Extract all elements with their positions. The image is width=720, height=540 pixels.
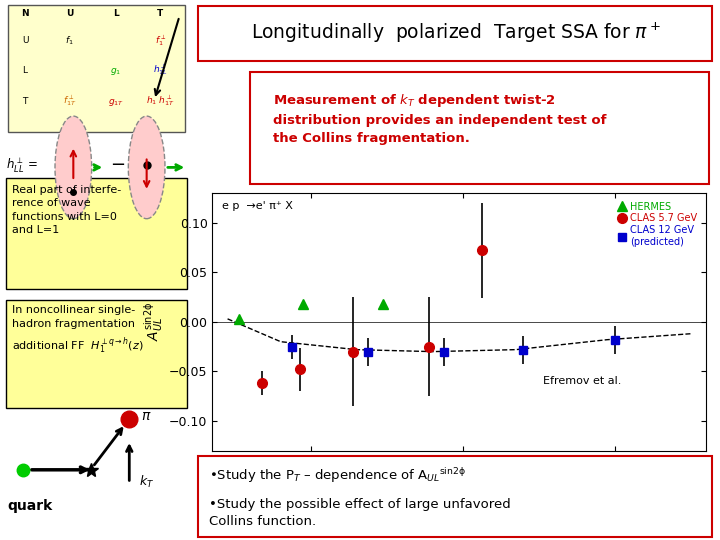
Text: Efremov et al.: Efremov et al.	[543, 376, 621, 386]
Text: −: −	[110, 156, 125, 174]
FancyBboxPatch shape	[250, 72, 709, 184]
FancyBboxPatch shape	[8, 5, 185, 132]
Text: Longitudinally  polarized  Target SSA for $\pi^+$: Longitudinally polarized Target SSA for …	[251, 21, 662, 45]
Text: $g_1$: $g_1$	[110, 66, 122, 77]
Text: T: T	[157, 9, 163, 18]
Text: $h_{1L}^\perp$: $h_{1L}^\perp$	[153, 63, 168, 77]
Text: Real part of interfe-
rence of wave
functions with L=0
and L=1: Real part of interfe- rence of wave func…	[12, 185, 121, 235]
Text: $\pi$: $\pi$	[141, 409, 151, 423]
Text: •Study the P$_T$ – dependence of A$_{UL}$$^{\rm sin2\phi}$: •Study the P$_T$ – dependence of A$_{UL}…	[209, 465, 466, 484]
Text: $h_1$ $h_{1T}^\perp$: $h_1$ $h_{1T}^\perp$	[145, 93, 174, 108]
Text: L: L	[22, 66, 27, 75]
Text: $h_{LL}^{\perp}$ =: $h_{LL}^{\perp}$ =	[6, 156, 38, 174]
FancyBboxPatch shape	[198, 6, 712, 61]
Text: In noncollinear single-
hadron fragmentation
additional FF  $H_1^{\perp q\to h}(: In noncollinear single- hadron fragmenta…	[12, 305, 143, 356]
Text: $g_{1T}$: $g_{1T}$	[108, 97, 124, 107]
Text: U: U	[66, 9, 73, 18]
Text: x: x	[455, 465, 463, 480]
Text: N: N	[22, 9, 29, 18]
Text: $k_T$: $k_T$	[139, 474, 154, 490]
Text: e p  →e' π⁺ X: e p →e' π⁺ X	[222, 200, 293, 211]
Text: $f_{1T}^\perp$: $f_{1T}^\perp$	[63, 93, 76, 108]
Y-axis label: $A_{UL}^{\rm sin2\phi}$: $A_{UL}^{\rm sin2\phi}$	[143, 302, 166, 341]
FancyBboxPatch shape	[6, 300, 187, 408]
Text: Measurement of $k_T$ dependent twist-2
distribution provides an independent test: Measurement of $k_T$ dependent twist-2 d…	[273, 92, 606, 145]
Circle shape	[55, 116, 91, 219]
Circle shape	[128, 116, 165, 219]
Text: $f_1^\perp$: $f_1^\perp$	[155, 33, 166, 48]
Text: L: L	[113, 9, 119, 18]
Text: U: U	[22, 36, 28, 45]
Text: $f_1$: $f_1$	[65, 34, 73, 46]
FancyBboxPatch shape	[6, 178, 187, 289]
Legend: HERMES, CLAS 5.7 GeV, CLAS 12 GeV
(predicted): HERMES, CLAS 5.7 GeV, CLAS 12 GeV (predi…	[614, 198, 701, 251]
Text: T: T	[22, 97, 28, 106]
Text: quark: quark	[8, 500, 53, 514]
Text: •Study the possible effect of large unfavored
Collins function.: •Study the possible effect of large unfa…	[209, 498, 510, 528]
FancyBboxPatch shape	[198, 456, 712, 537]
